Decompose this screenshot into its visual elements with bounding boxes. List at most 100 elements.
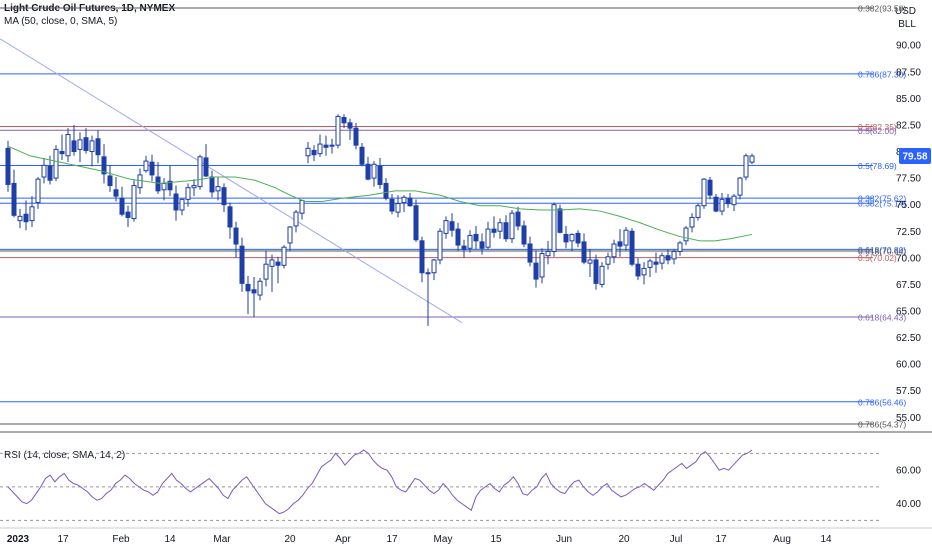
candle-body (497, 222, 503, 232)
candle-body (143, 160, 149, 172)
candle-body (491, 228, 497, 233)
fib-level-label: 0.786(87.30) (858, 69, 906, 79)
candle-body (683, 227, 689, 242)
candle-body (407, 197, 413, 207)
candle-body (581, 241, 587, 263)
candle-body (251, 289, 257, 294)
candle-body (479, 241, 485, 249)
candle-body (731, 195, 737, 206)
time-tick-label: Mar (213, 534, 231, 545)
price-tick-label: 75.00 (896, 200, 921, 211)
candle-body (527, 243, 533, 263)
candle-body (587, 259, 593, 264)
candle-body (335, 115, 341, 146)
time-tick-label: 14 (820, 534, 832, 545)
candle-body (329, 144, 335, 147)
candle-body (551, 204, 557, 252)
candle-body (515, 211, 521, 227)
candle-body (413, 205, 419, 241)
axes: 90.0087.5085.0082.5080.0077.5075.0072.50… (0, 41, 932, 545)
time-tick-label: Jun (556, 534, 572, 545)
candle-body (29, 206, 35, 222)
candle-body (227, 206, 233, 228)
time-tick-label: 14 (164, 534, 176, 545)
fib-level-label: 0.382(75.62) (858, 194, 906, 204)
candle-body (383, 182, 389, 199)
candle-body (569, 233, 575, 242)
candle-body (41, 164, 47, 178)
candle-body (509, 212, 515, 240)
candle-body (725, 197, 731, 205)
ma-line (7, 145, 753, 242)
candle-body (503, 222, 509, 240)
candle-body (5, 147, 11, 185)
candle-body (23, 213, 29, 223)
candle-body (545, 250, 551, 257)
candle-body (713, 196, 719, 212)
price-tick-label: 82.50 (896, 120, 921, 131)
price-tick-label: 72.50 (896, 227, 921, 238)
candle-body (245, 283, 251, 292)
candle-body (737, 177, 743, 196)
time-tick-label: 17 (386, 534, 398, 545)
candle-body (437, 230, 443, 261)
fib-level-label: 0.5(82.35) (858, 122, 897, 132)
price-tick-label: 65.00 (896, 306, 921, 317)
candle-body (107, 175, 113, 187)
price-tick-label: 60.00 (896, 360, 921, 371)
candle-body (209, 176, 215, 193)
fib-level-label: 0.618(70.64) (858, 247, 906, 257)
price-tick-label: 62.50 (896, 333, 921, 344)
candle-body (17, 215, 23, 222)
candle-body (539, 253, 545, 278)
candle-body (401, 196, 407, 204)
fib-level-label: 0.382(93.50) (858, 4, 906, 14)
last-price-tag (899, 147, 931, 164)
candle-body (35, 178, 41, 204)
candle-body (695, 205, 701, 218)
candle-body (317, 143, 323, 155)
currency-label: USD (894, 6, 916, 17)
candle-body (743, 155, 749, 178)
candle-body (65, 134, 71, 157)
candle-body (719, 198, 725, 212)
time-tick-label: 15 (490, 534, 502, 545)
candle-body (659, 255, 665, 264)
unit-label: BLL (898, 19, 916, 30)
last-price-value: 79.58 (902, 151, 927, 162)
candle-body (425, 272, 431, 275)
candle-body (275, 261, 281, 266)
candle-body (131, 185, 137, 219)
candle-body (359, 146, 365, 165)
candle-body (611, 243, 617, 258)
fib-level-label: 0.382(75.14) (858, 199, 906, 209)
candle-body (59, 151, 65, 155)
candle-body (377, 165, 383, 185)
candle-body (287, 226, 293, 244)
candle-body (485, 228, 491, 248)
rsi-line (7, 449, 753, 515)
price-tick-label: 70.00 (896, 253, 921, 264)
fib-level-label: 0.786(56.46) (858, 397, 906, 407)
candle-body (707, 179, 713, 196)
candle-body (749, 155, 755, 163)
price-tick-label: 77.50 (896, 174, 921, 185)
candle-body (233, 227, 239, 245)
candle-body (137, 174, 143, 189)
candle-body (179, 198, 185, 211)
candle-body (689, 216, 695, 228)
candle-body (389, 198, 395, 212)
candle-body (653, 261, 659, 265)
candle-body (557, 208, 563, 233)
fib-level-label: 0.618(70.80) (858, 245, 906, 255)
fib-level-label: 0.5(78.69) (858, 161, 897, 171)
candle-body (185, 187, 191, 200)
candle-body (629, 230, 635, 265)
candle-body (455, 228, 461, 246)
candle-body (311, 149, 317, 156)
candle-body (521, 225, 527, 245)
candle-body (341, 117, 347, 124)
ma-legend: MA (50, close, 0, SMA, 5) (4, 16, 118, 27)
candle-body (419, 240, 425, 274)
